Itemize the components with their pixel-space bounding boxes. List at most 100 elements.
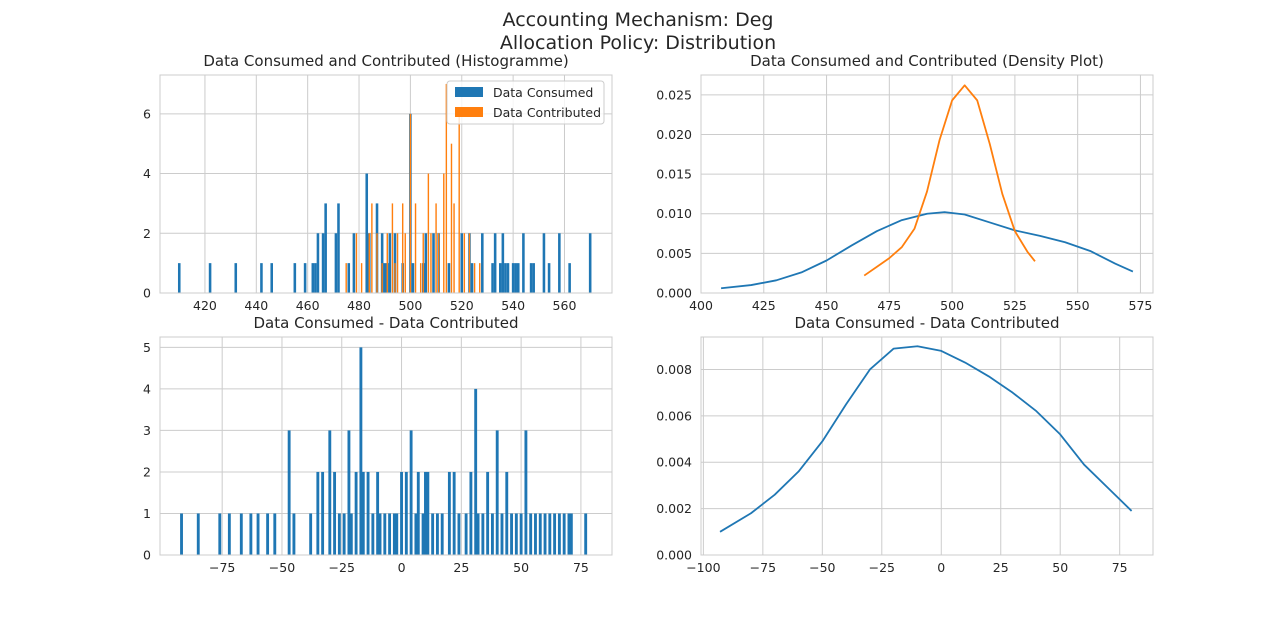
legend-swatch-contributed — [455, 107, 483, 117]
hist-bar-contributed — [458, 113, 460, 293]
diff-hist-bar-diff — [349, 513, 353, 555]
density-xtick-label: 400 — [689, 298, 713, 313]
density-xtick-label: 525 — [1003, 298, 1027, 313]
hist-bar-contributed — [463, 233, 466, 293]
hist-xtick-label: 560 — [553, 298, 577, 313]
hist-panel-title: Data Consumed and Contributed (Histogram… — [203, 52, 568, 70]
diff-density-xtick-label: −50 — [809, 560, 835, 575]
density-xtick-label: 475 — [877, 298, 901, 313]
density-ytick-label: 0.025 — [656, 87, 692, 102]
diff-hist-bar-diff — [534, 513, 537, 555]
diff-hist-bar-diff — [584, 513, 588, 555]
density-ytick-label: 0.015 — [656, 167, 692, 182]
diff-hist-bar-diff — [514, 513, 518, 555]
diff-density-frame — [700, 336, 1154, 556]
diff-hist-bar-diff — [569, 513, 573, 555]
diff-density-panel: Data Consumed - Data Contributed −100 −75… — [656, 314, 1154, 575]
diff-hist-bar-diff — [548, 513, 552, 555]
diff-hist-bar-diff — [481, 513, 485, 555]
diff-hist-ytick-label: 1 — [143, 506, 151, 521]
hist-bar-consumed — [334, 233, 338, 293]
hist-bar-contributed — [435, 203, 437, 293]
hist-bar-contributed — [404, 233, 406, 293]
diff-hist-bar-diff — [376, 471, 380, 555]
diff-hist-panel: Data Consumed - Data Contributed −75 −50−… — [143, 314, 613, 575]
density-ytick-label: 0.000 — [656, 286, 692, 301]
diff-hist-bar-diff — [378, 513, 382, 555]
diff-density-xtick-label: 75 — [1112, 560, 1128, 575]
diff-hist-bar-diff — [435, 513, 439, 555]
diff-hist-bar-diff — [424, 471, 427, 555]
hist-bar-contributed — [376, 233, 378, 293]
diff-hist-ytick-label: 5 — [143, 340, 151, 355]
diff-hist-bar-diff — [524, 430, 528, 555]
diff-density-panel-title: Data Consumed - Data Contributed — [795, 314, 1060, 332]
diff-hist-bar-diff — [404, 471, 408, 555]
hist-bar-consumed — [432, 233, 435, 293]
diff-hist-xtick-label: −25 — [329, 560, 355, 575]
diff-hist-bar-diff — [557, 513, 561, 555]
hist-bar-contributed — [437, 233, 440, 293]
diff-hist-bar-diff — [553, 513, 557, 555]
hist-bar-consumed — [303, 263, 307, 293]
hist-frame — [159, 74, 613, 294]
hist-bar-consumed — [411, 263, 415, 293]
hist-bar-contributed — [479, 263, 481, 293]
hist-bar-consumed — [324, 203, 327, 293]
diff-density-ytick-label: 0.002 — [656, 501, 692, 516]
diff-hist-xtick-label: −50 — [269, 560, 295, 575]
hist-xtick-label: 460 — [296, 298, 320, 313]
hist-bar-consumed — [506, 263, 510, 293]
density-panel: Data Consumed and Contributed (Density P… — [656, 52, 1154, 313]
hist-bar-contributed — [401, 203, 404, 293]
hist-bar-consumed — [511, 263, 515, 293]
diff-hist-bar-diff — [567, 513, 571, 555]
hist-bar-contributed — [386, 233, 388, 293]
diff-hist-bar-diff — [447, 471, 451, 555]
diff-hist-bar-diff — [249, 513, 253, 555]
diff-hist-bar-diff — [292, 513, 296, 555]
diff-hist-bar-diff — [239, 513, 243, 555]
hist-bar-consumed — [311, 263, 315, 293]
hist-bar-contributed — [468, 233, 471, 293]
diff-hist-bar-diff — [538, 513, 542, 555]
diff-hist-bar-diff — [500, 513, 504, 555]
diff-hist-bar-diff — [266, 513, 270, 555]
diff-hist-bar-diff — [392, 513, 396, 555]
hist-bar-contributed — [414, 203, 417, 293]
diff-hist-bar-diff — [505, 471, 509, 555]
diff-density-line-consumed — [719, 345, 1133, 533]
diff-hist-bar-diff — [309, 513, 313, 555]
diff-hist-bar-diff — [452, 471, 456, 555]
hist-bar-contributed — [445, 83, 448, 294]
hist-bar-consumed — [352, 233, 356, 293]
density-xtick-label: 450 — [815, 298, 839, 313]
hist-bar-consumed — [470, 263, 474, 293]
density-line-contributed — [863, 84, 1036, 277]
diff-density-ytick-label: 0.006 — [656, 408, 692, 423]
diff-hist-bar-diff — [342, 513, 346, 555]
hist-bar-consumed — [491, 263, 494, 293]
hist-ytick-label: 4 — [143, 166, 151, 181]
diff-hist-xtick-label: 50 — [513, 560, 529, 575]
hist-bar-consumed — [383, 263, 386, 293]
diff-density-ytick-label: 0.000 — [656, 548, 692, 563]
hist-bar-contributed — [394, 263, 396, 293]
density-xtick-label: 425 — [752, 298, 776, 313]
hist-bar-consumed — [501, 233, 505, 293]
legend-label-consumed: Data Consumed — [493, 85, 593, 100]
diff-hist-bar-diff — [287, 430, 291, 555]
hist-bar-consumed — [529, 263, 533, 293]
diff-hist-bar-diff — [218, 513, 222, 555]
density-tick-labels: 400 425 450 475 500 525 550 575 0.000 0.005 0.010 0… — [656, 87, 1152, 313]
hist-bar-consumed — [314, 263, 317, 293]
diff-hist-ytick-label: 0 — [143, 548, 151, 563]
diff-hist-bar-diff — [383, 513, 387, 555]
diff-hist-ytick-label: 4 — [143, 381, 151, 396]
diff-hist-bar-diff — [366, 471, 370, 555]
hist-bar-consumed — [316, 233, 320, 293]
diff-hist-xtick-label: −75 — [209, 560, 235, 575]
hist-bar-consumed — [460, 233, 464, 293]
diff-hist-ytick-label: 3 — [143, 423, 151, 438]
